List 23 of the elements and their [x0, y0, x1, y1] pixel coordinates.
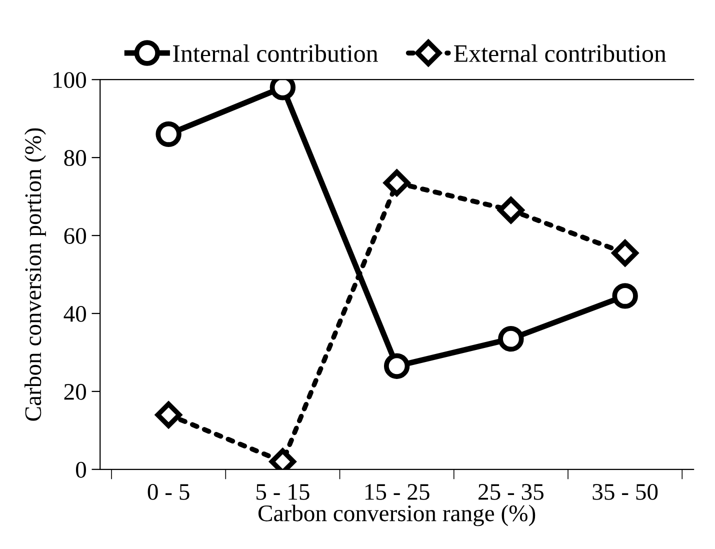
point	[498, 196, 524, 224]
y-tick-label: 60	[64, 228, 86, 244]
y-tick-label: 20	[64, 384, 86, 400]
point	[612, 240, 638, 266]
point	[612, 283, 638, 309]
x-tick-label: 15 - 25	[365, 484, 430, 500]
y-tick-label: 80	[64, 150, 86, 166]
point	[155, 402, 182, 428]
x-tick-label: 0 - 5	[148, 484, 190, 500]
x-tick-label: 35 - 50	[592, 484, 658, 500]
x-axis-title: Carbon conversion range (%)	[258, 504, 536, 526]
point	[384, 170, 410, 196]
y-tick-label: 100	[54, 72, 86, 88]
legend-label: External contribution	[454, 44, 666, 62]
y-tick-label: 40	[64, 306, 86, 322]
x-tick-label: 25 - 35	[478, 484, 544, 500]
y-tick-label: 0	[76, 462, 86, 478]
x-tick-label: 5 - 15	[256, 484, 310, 500]
point	[384, 353, 410, 379]
legend-label: Internal contribution	[173, 44, 378, 62]
point	[498, 326, 524, 352]
point	[156, 121, 182, 148]
y-axis-title: Carbon conversion portion (%)	[24, 128, 46, 421]
